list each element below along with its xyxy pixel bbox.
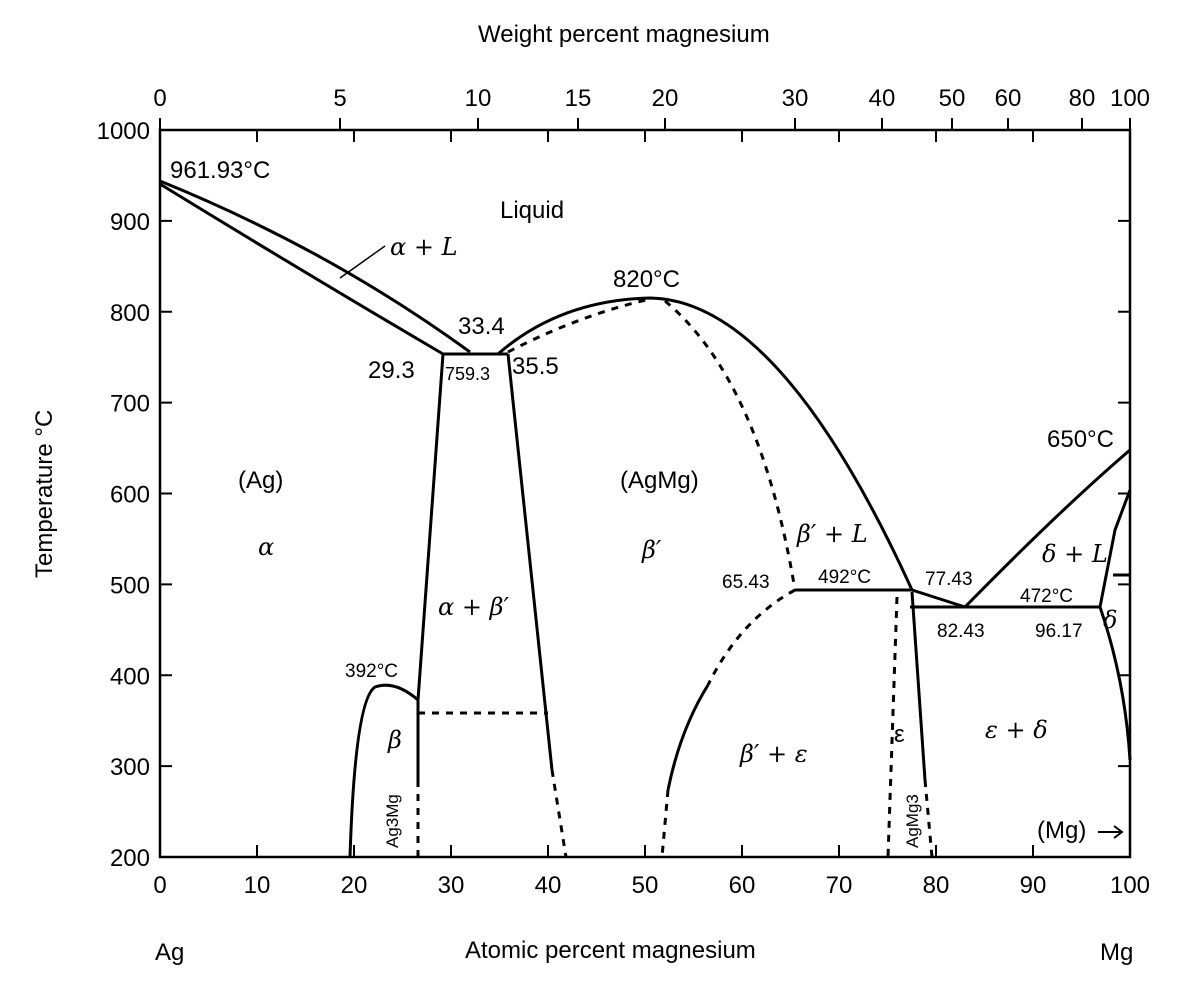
left-tick-label: 400 <box>110 663 150 690</box>
top-tick-label: 5 <box>333 85 346 112</box>
svg-text:472°C: 472°C <box>1020 586 1073 607</box>
top-tick-label: 15 <box>565 85 592 112</box>
svg-text:33.4: 33.4 <box>458 313 505 340</box>
label-ag-melt: 961.93°C <box>170 157 270 184</box>
svg-text:96.17: 96.17 <box>1035 621 1083 642</box>
axis-titles: Weight percent magnesium Atomic percent … <box>31 21 1133 966</box>
svg-text:β′ + L: β′ + L <box>796 520 868 548</box>
top-tick-label: 0 <box>153 85 166 112</box>
top-axis-title: Weight percent magnesium <box>478 21 770 48</box>
bottom-tick-label: 0 <box>153 872 166 899</box>
top-tick-label: 50 <box>939 85 966 112</box>
left-tick-label: 1000 <box>97 118 150 145</box>
region-labels: 961.93°C Liquid α + L 820°C 33.4 29.3 75… <box>170 157 1124 848</box>
svg-text:(AgMg): (AgMg) <box>620 467 699 494</box>
top-tick-label: 60 <box>995 85 1022 112</box>
svg-text:82.43: 82.43 <box>937 621 985 642</box>
svg-text:ε: ε <box>894 721 905 748</box>
svg-text:α: α <box>258 533 274 561</box>
label-alpha-l: α + L <box>390 233 458 261</box>
bottom-tick-label: 50 <box>632 872 659 899</box>
top-tick-label: 30 <box>782 85 809 112</box>
svg-text:δ + L: δ + L <box>1042 540 1108 568</box>
top-tick-label: 10 <box>465 85 492 112</box>
top-tick-label: 80 <box>1069 85 1096 112</box>
solidus-left <box>159 182 444 356</box>
bottom-tick-label: 90 <box>1020 872 1047 899</box>
bottom-tick-label: 80 <box>923 872 950 899</box>
phase-boundaries <box>159 179 1132 858</box>
label-liquid: Liquid <box>500 197 564 224</box>
liquidus-agmg <box>497 296 914 591</box>
liquidus-left <box>159 179 471 354</box>
left-tick-label: 800 <box>110 300 150 327</box>
svg-text:35.5: 35.5 <box>512 353 559 380</box>
svg-text:Ag3Mg: Ag3Mg <box>383 794 402 848</box>
svg-text:77.43: 77.43 <box>925 569 973 590</box>
bottom-tick-label: 20 <box>341 872 368 899</box>
top-tick-label: 40 <box>869 85 896 112</box>
bottom-axis-title: Atomic percent magnesium <box>465 937 756 964</box>
svg-text:650°C: 650°C <box>1047 426 1114 453</box>
element-mg: Mg <box>1100 939 1133 966</box>
svg-text:β′: β′ <box>641 536 662 564</box>
left-tick-label: 600 <box>110 482 150 509</box>
svg-text:AgMg3: AgMg3 <box>903 794 922 848</box>
bottom-tick-label: 40 <box>535 872 562 899</box>
bottom-tick-label: 10 <box>244 872 271 899</box>
top-tick-label: 20 <box>652 85 679 112</box>
bottom-tick-label: 70 <box>826 872 853 899</box>
svg-text:β′ + ε: β′ + ε <box>739 740 808 768</box>
bottom-tick-label: 100 <box>1110 872 1150 899</box>
svg-text:ε + δ: ε + δ <box>985 716 1048 744</box>
svg-text:392°C: 392°C <box>345 661 398 682</box>
left-tick-label: 300 <box>110 754 150 781</box>
element-ag: Ag <box>155 939 184 966</box>
axis-ticks: 0 5 10 15 20 30 40 50 60 80 1000 10 20 30 40 50 60 70 80 90… <box>97 85 1150 899</box>
svg-text:(Ag): (Ag) <box>238 467 283 494</box>
left-tick-label: 200 <box>110 845 150 872</box>
svg-text:δ: δ <box>1103 606 1117 634</box>
left-tick-label: 500 <box>110 572 150 599</box>
left-axis-title: Temperature °C <box>31 410 58 578</box>
svg-text:29.3: 29.3 <box>368 357 415 384</box>
bottom-tick-label: 30 <box>438 872 465 899</box>
bottom-tick-label: 60 <box>729 872 756 899</box>
top-tick-label: 100 <box>1110 85 1150 112</box>
left-tick-label: 900 <box>110 209 150 236</box>
left-tick-label: 700 <box>110 391 150 418</box>
svg-text:α + β′: α + β′ <box>438 593 509 621</box>
svg-text:759.3: 759.3 <box>445 364 490 384</box>
svg-text:65.43: 65.43 <box>722 572 770 593</box>
label-peak: 820°C <box>613 266 680 293</box>
svg-text:β: β <box>387 726 402 754</box>
svg-text:492°C: 492°C <box>818 567 871 588</box>
svg-text:(Mg): (Mg) <box>1037 817 1086 844</box>
